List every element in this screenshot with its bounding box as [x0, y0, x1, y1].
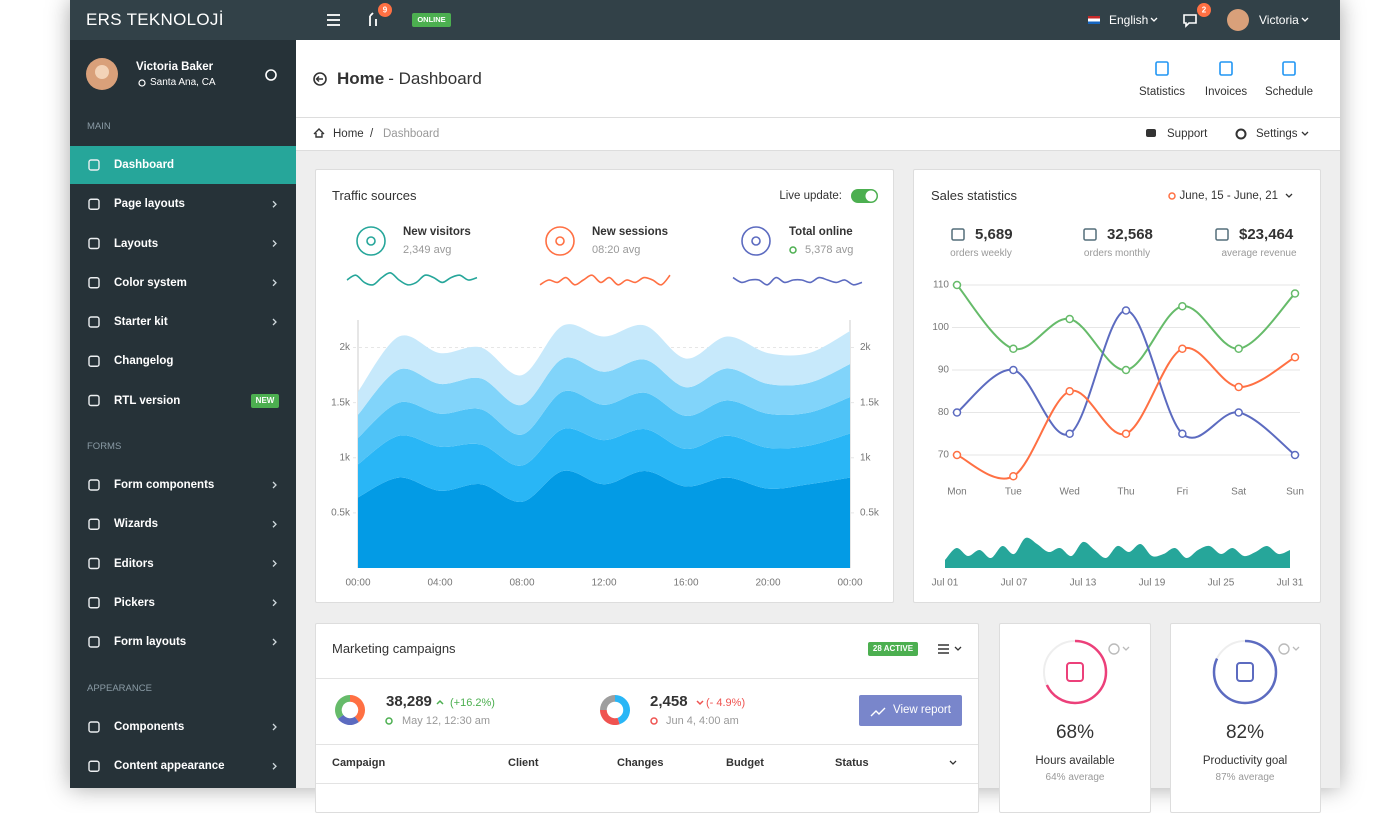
breadcrumb-item[interactable]: Home	[333, 128, 364, 140]
top-bar	[70, 0, 1340, 40]
page: ERS TEKNOLOJİ ONLINE English Victoria Victor…	[70, 0, 1340, 813]
breadcrumb-action[interactable]: Settings	[1256, 128, 1298, 140]
breadcrumb-bar	[296, 118, 1340, 151]
nav-item[interactable]	[70, 584, 296, 622]
nav-item[interactable]	[70, 505, 296, 543]
nav-label: Pickers	[114, 596, 155, 609]
column-header: Changes	[617, 757, 664, 769]
nav-label: Content appearance	[114, 760, 225, 773]
campaign-change: (- 4.9%)	[706, 697, 746, 709]
page-header	[296, 40, 1340, 118]
campaign-value: 2,458	[650, 693, 688, 710]
divider	[316, 783, 978, 784]
nav-label: Editors	[114, 557, 154, 570]
action-label[interactable]: Invoices	[1204, 86, 1248, 98]
nav-item[interactable]	[70, 342, 296, 380]
nav-label: RTL version	[114, 394, 181, 407]
sales-stat-value: $23,464	[1239, 226, 1294, 243]
view-report-label: View report	[893, 704, 951, 716]
panel-title: Marketing campaigns	[332, 641, 456, 656]
user-name[interactable]: Victoria	[1259, 13, 1299, 27]
nav-label: Form layouts	[114, 636, 187, 648]
sales-stat-label: orders monthly	[1083, 248, 1151, 259]
card-value: 82%	[1225, 722, 1265, 743]
campaign-change: (+16.2%)	[450, 697, 495, 709]
stat-sub: 08:20 avg	[592, 244, 641, 256]
card-title: Hours available	[1035, 755, 1115, 767]
page-title-rest: - Dashboard	[388, 69, 482, 88]
nav-item[interactable]	[70, 303, 296, 341]
nav-label: Components	[114, 721, 185, 733]
campaign-date: May 12, 12:30 am	[402, 715, 491, 727]
page-title: Home - Dashboard	[337, 70, 482, 88]
action-label[interactable]: Statistics	[1138, 86, 1186, 98]
panel-title: Traffic sources	[332, 188, 417, 203]
divider	[316, 678, 978, 679]
campaign-date: Jun 4, 4:00 am	[666, 715, 739, 727]
nav-label: Page layouts	[114, 198, 185, 211]
column-header: Campaign	[332, 757, 386, 769]
card-value: 68%	[1055, 722, 1095, 743]
nav-item[interactable]	[70, 225, 296, 263]
sales-stat-label: orders weekly	[950, 248, 1012, 259]
nav-label: Dashboard	[114, 159, 175, 171]
nav-label: Color system	[114, 276, 187, 289]
nav-item[interactable]	[70, 545, 296, 583]
sidebar-section-title: APPEARANCE	[87, 683, 152, 694]
live-label: Live update:	[779, 190, 842, 202]
status-badge	[412, 13, 451, 27]
sales-stat-label: average revenue	[1221, 248, 1297, 259]
column-header: Client	[508, 757, 539, 769]
nav-badge-label: NEW	[255, 395, 275, 405]
stat-label: Total online	[789, 226, 853, 238]
nav-item[interactable]	[70, 146, 296, 184]
sales-stat-value: 5,689	[975, 226, 1013, 243]
dashboard: ERS TEKNOLOJİ ONLINE English Victoria Victor…	[70, 0, 1340, 813]
stat-label: New visitors	[403, 226, 471, 238]
sidebar-section-title: MAIN	[87, 121, 111, 132]
breadcrumb-action[interactable]: Support	[1167, 128, 1208, 140]
stat-sub: 5,378 avg	[805, 244, 854, 256]
date-range[interactable]: June, 15 - June, 21	[1179, 190, 1278, 202]
sidebar-section-title: FORMS	[87, 441, 122, 452]
card-title: Productivity goal	[1202, 755, 1288, 767]
stat-sub: 2,349 avg	[403, 244, 452, 256]
status-label: ONLINE	[417, 15, 446, 24]
sales-stat-value: 32,568	[1107, 226, 1153, 243]
column-header: Budget	[726, 757, 764, 769]
nav-label: Wizards	[114, 518, 158, 531]
campaign-value: 38,289	[386, 693, 432, 710]
column-header: Status	[835, 757, 869, 769]
page-title-bold: Home	[337, 69, 385, 88]
profile-name: Victoria Baker	[136, 61, 214, 73]
nav-label: Layouts	[114, 237, 159, 250]
live-toggle[interactable]	[851, 189, 878, 203]
card-sub: 87% average	[1215, 772, 1275, 783]
nav-label: Changelog	[114, 355, 174, 368]
divider	[316, 744, 978, 745]
breadcrumb-separator: /	[370, 128, 374, 140]
breadcrumb-item: Dashboard	[383, 128, 440, 140]
language[interactable]: English	[1109, 13, 1149, 27]
nav-badge	[251, 393, 279, 408]
nav-label: Starter kit	[114, 316, 168, 328]
flag	[1088, 16, 1100, 24]
stat-label: New sessions	[592, 226, 669, 238]
active-badge-label: 28 ACTIVE	[872, 644, 914, 653]
panel-title: Sales statistics	[931, 188, 1017, 203]
brand: ERS TEKNOLOJİ	[86, 10, 224, 29]
active-badge	[868, 642, 918, 656]
profile-location: Santa Ana, CA	[150, 77, 216, 88]
card-sub: 64% average	[1045, 772, 1105, 783]
nav-label: Form components	[114, 479, 215, 491]
action-label[interactable]: Schedule	[1265, 86, 1313, 98]
active-item	[70, 146, 296, 184]
